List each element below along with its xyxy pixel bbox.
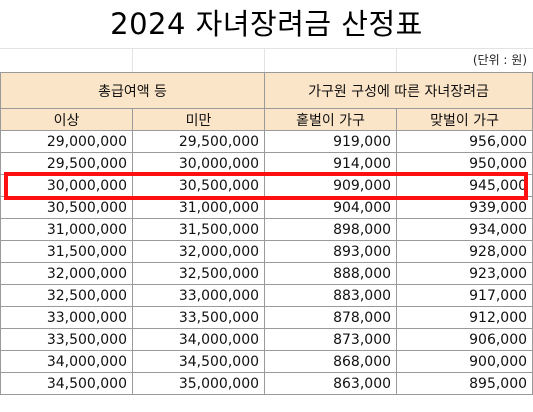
cell-dual-earner[interactable]: 906,000 <box>396 328 533 351</box>
header-income-group[interactable]: 총급여액 등 <box>0 72 266 109</box>
cell-income-min[interactable]: 29,000,000 <box>0 130 133 153</box>
grid-line <box>396 49 397 73</box>
cell-dual-earner[interactable]: 928,000 <box>396 240 533 263</box>
cell-dual-earner[interactable]: 923,000 <box>396 262 533 285</box>
table-row: 30,500,000 31,000,000 904,000 939,000 <box>0 196 533 219</box>
cell-dual-earner[interactable]: 895,000 <box>396 372 533 395</box>
cell-income-min[interactable]: 31,000,000 <box>0 218 133 241</box>
table-row: 31,000,000 31,500,000 898,000 934,000 <box>0 218 533 241</box>
table-row: 33,000,000 33,500,000 878,000 912,000 <box>0 306 533 329</box>
cell-single-earner[interactable]: 914,000 <box>264 152 398 175</box>
cell-dual-earner[interactable]: 900,000 <box>396 350 533 373</box>
table-row: 34,500,000 35,000,000 863,000 895,000 <box>0 372 533 395</box>
cell-income-max[interactable]: 35,000,000 <box>131 372 266 395</box>
cell-income-max[interactable]: 32,500,000 <box>131 262 266 285</box>
cell-dual-earner[interactable]: 950,000 <box>396 152 533 175</box>
table-row: 33,500,000 34,000,000 873,000 906,000 <box>0 328 533 351</box>
cell-income-min[interactable]: 29,500,000 <box>0 152 133 175</box>
table-row: 34,000,000 34,500,000 868,000 900,000 <box>0 350 533 373</box>
cell-income-max[interactable]: 32,000,000 <box>131 240 266 263</box>
spreadsheet-grid-lines <box>0 48 533 73</box>
cell-income-max[interactable]: 33,500,000 <box>131 306 266 329</box>
header-family-group[interactable]: 가구원 구성에 따른 자녀장려금 <box>264 72 533 109</box>
table-row: 29,000,000 29,500,000 919,000 956,000 <box>0 130 533 153</box>
page-title: 2024 자녀장려금 산정표 <box>110 7 423 41</box>
cell-single-earner[interactable]: 873,000 <box>264 328 398 351</box>
cell-income-min[interactable]: 34,500,000 <box>0 372 133 395</box>
unit-note: (단위 : 원) <box>472 53 527 67</box>
cell-income-min[interactable]: 32,000,000 <box>0 262 133 285</box>
cell-income-min[interactable]: 32,500,000 <box>0 284 133 307</box>
header-single-earner[interactable]: 홑벌이 가구 <box>264 108 398 131</box>
cell-dual-earner[interactable]: 934,000 <box>396 218 533 241</box>
cell-single-earner[interactable]: 893,000 <box>264 240 398 263</box>
cell-income-max[interactable]: 31,000,000 <box>131 196 266 219</box>
grid-line <box>132 49 133 73</box>
cell-income-min[interactable]: 33,000,000 <box>0 306 133 329</box>
table-row: 32,000,000 32,500,000 888,000 923,000 <box>0 262 533 285</box>
cell-single-earner[interactable]: 919,000 <box>264 130 398 153</box>
cell-single-earner[interactable]: 878,000 <box>264 306 398 329</box>
grid-line <box>264 49 265 73</box>
cell-dual-earner[interactable]: 912,000 <box>396 306 533 329</box>
allowance-table: 총급여액 등 가구원 구성에 따른 자녀장려금 이상 미만 홑벌이 가구 맞벌이… <box>0 72 533 395</box>
cell-dual-earner[interactable]: 956,000 <box>396 130 533 153</box>
cell-single-earner[interactable]: 888,000 <box>264 262 398 285</box>
cell-single-earner[interactable]: 909,000 <box>264 174 398 197</box>
table-row: 32,500,000 33,000,000 883,000 917,000 <box>0 284 533 307</box>
header-row-columns: 이상 미만 홑벌이 가구 맞벌이 가구 <box>0 108 533 131</box>
cell-income-min[interactable]: 31,500,000 <box>0 240 133 263</box>
cell-income-min[interactable]: 33,500,000 <box>0 328 133 351</box>
table-row: 30,000,000 30,500,000 909,000 945,000 <box>0 174 533 197</box>
cell-income-min[interactable]: 30,500,000 <box>0 196 133 219</box>
cell-single-earner[interactable]: 863,000 <box>264 372 398 395</box>
table-row: 29,500,000 30,000,000 914,000 950,000 <box>0 152 533 175</box>
cell-single-earner[interactable]: 868,000 <box>264 350 398 373</box>
cell-single-earner[interactable]: 883,000 <box>264 284 398 307</box>
cell-single-earner[interactable]: 904,000 <box>264 196 398 219</box>
cell-income-max[interactable]: 34,500,000 <box>131 350 266 373</box>
header-min[interactable]: 이상 <box>0 108 133 131</box>
cell-dual-earner[interactable]: 939,000 <box>396 196 533 219</box>
cell-income-min[interactable]: 30,000,000 <box>0 174 133 197</box>
cell-income-max[interactable]: 33,000,000 <box>131 284 266 307</box>
table-row: 31,500,000 32,000,000 893,000 928,000 <box>0 240 533 263</box>
header-row-group: 총급여액 등 가구원 구성에 따른 자녀장려금 <box>0 72 533 109</box>
header-max[interactable]: 미만 <box>131 108 266 131</box>
cell-income-max[interactable]: 30,500,000 <box>131 174 266 197</box>
cell-income-max[interactable]: 31,500,000 <box>131 218 266 241</box>
cell-income-max[interactable]: 34,000,000 <box>131 328 266 351</box>
cell-dual-earner[interactable]: 917,000 <box>396 284 533 307</box>
cell-dual-earner[interactable]: 945,000 <box>396 174 533 197</box>
cell-single-earner[interactable]: 898,000 <box>264 218 398 241</box>
header-dual-earner[interactable]: 맞벌이 가구 <box>396 108 533 131</box>
cell-income-max[interactable]: 30,000,000 <box>131 152 266 175</box>
cell-income-min[interactable]: 34,000,000 <box>0 350 133 373</box>
cell-income-max[interactable]: 29,500,000 <box>131 130 266 153</box>
